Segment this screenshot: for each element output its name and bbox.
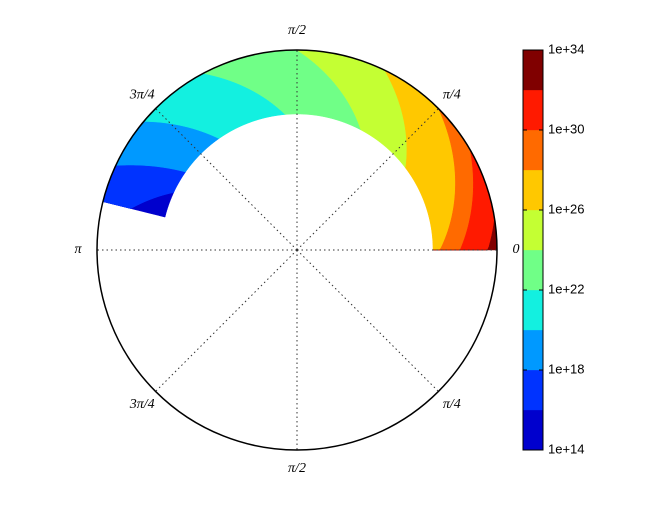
theta-tick-label: π/4 xyxy=(443,397,461,412)
colorbar-band xyxy=(522,169,544,211)
grid-line xyxy=(155,108,298,251)
theta-tick-label: 3π/4 xyxy=(129,87,155,102)
polar-frame xyxy=(96,49,498,451)
colorbar-frame xyxy=(522,49,544,451)
theta-tick-label: π xyxy=(74,242,82,257)
colorbar-band xyxy=(522,49,544,91)
colorbar-band xyxy=(522,409,544,451)
theta-tick-label: π/2 xyxy=(288,461,306,476)
grid-line xyxy=(296,249,439,392)
colorbar-band xyxy=(522,329,544,371)
colorbar-tick-label: 1e+30 xyxy=(548,121,585,136)
colorbar-tick-label: 1e+22 xyxy=(548,281,585,296)
colorbar-band xyxy=(522,129,544,171)
contour-band xyxy=(102,164,187,209)
colorbar-tick-label: 1e+34 xyxy=(548,41,585,56)
theta-tick-label: π/4 xyxy=(443,87,461,102)
colorbar-tick-label: 1e+26 xyxy=(548,201,585,216)
colorbar-tick-label: 1e+14 xyxy=(548,441,585,456)
grid-line xyxy=(155,249,298,392)
colorbar-tick-label: 1e+18 xyxy=(548,361,585,376)
colorbar-band xyxy=(522,89,544,131)
theta-tick-label: π/2 xyxy=(288,23,306,38)
theta-tick-label: 3π/4 xyxy=(129,397,155,412)
colorbar-band xyxy=(522,289,544,331)
theta-tick-label: 0 xyxy=(513,242,520,257)
colorbar-band xyxy=(522,209,544,251)
colorbar-band xyxy=(522,369,544,411)
colorbar-band xyxy=(522,249,544,291)
grid-line xyxy=(296,108,439,251)
